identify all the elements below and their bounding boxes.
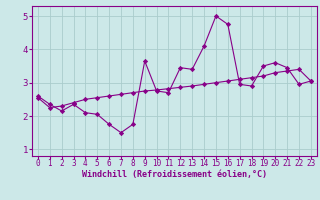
X-axis label: Windchill (Refroidissement éolien,°C): Windchill (Refroidissement éolien,°C) — [82, 170, 267, 179]
